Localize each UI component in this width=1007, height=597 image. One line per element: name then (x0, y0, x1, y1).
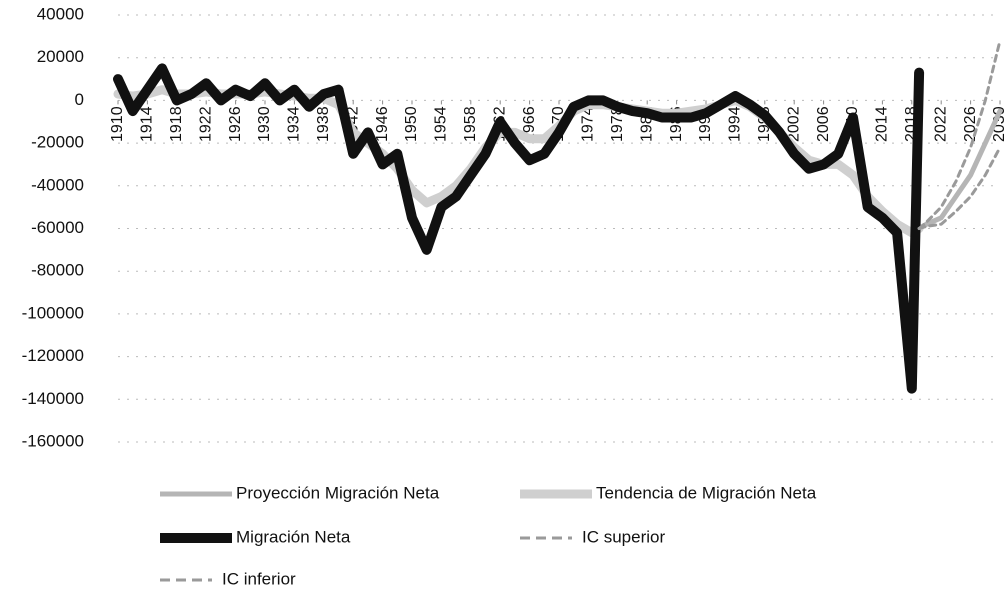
y-tick-label: -120000 (22, 346, 84, 365)
x-tick-label: 1978 (609, 106, 626, 142)
x-tick-label: 1950 (403, 106, 420, 142)
x-tick-label: 2014 (874, 106, 891, 142)
series-line (916, 108, 1003, 231)
x-tick-label: 1918 (168, 106, 185, 142)
y-tick-label: 40000 (37, 4, 84, 23)
y-tick-label: -80000 (31, 261, 84, 280)
legend-label: IC inferior (222, 569, 296, 588)
y-tick-label: -40000 (31, 175, 84, 194)
x-tick-label: 1914 (139, 106, 156, 142)
x-tick-label: 1994 (727, 106, 744, 142)
legend-label: IC superior (582, 527, 665, 546)
x-tick-label: 2030 (991, 106, 1007, 142)
x-tick-label: 1974 (580, 106, 597, 142)
x-tick-label: 2022 (932, 106, 949, 142)
legend-label: Proyección Migración Neta (236, 483, 440, 502)
y-tick-label: -20000 (31, 133, 84, 152)
y-tick-label: 20000 (37, 47, 84, 66)
x-tick-label: 1922 (197, 106, 214, 142)
legend-label: Migración Neta (236, 527, 351, 546)
y-tick-label: -100000 (22, 303, 84, 322)
x-tick-label: 1946 (374, 106, 391, 142)
series-line (917, 39, 1002, 230)
x-tick-label: 1954 (433, 106, 450, 142)
y-tick-label: -160000 (22, 431, 84, 450)
y-tick-label: 0 (75, 90, 84, 109)
y-tick-label: -140000 (22, 389, 84, 408)
y-tick-label: -60000 (31, 218, 84, 237)
x-tick-label: 1958 (462, 106, 479, 142)
x-tick-label: 2026 (962, 106, 979, 142)
x-tick-label: 1938 (315, 106, 332, 142)
x-tick-label: 1926 (227, 106, 244, 142)
series-line (113, 63, 925, 394)
x-tick-label: 1910 (109, 106, 126, 142)
x-tick-label: 1934 (286, 106, 303, 142)
x-tick-label: 2002 (785, 106, 802, 142)
legend-label: Tendencia de Migración Neta (596, 483, 817, 502)
x-tick-label: 2006 (815, 106, 832, 142)
x-tick-label: 1930 (256, 106, 273, 142)
series-line (917, 145, 1002, 230)
